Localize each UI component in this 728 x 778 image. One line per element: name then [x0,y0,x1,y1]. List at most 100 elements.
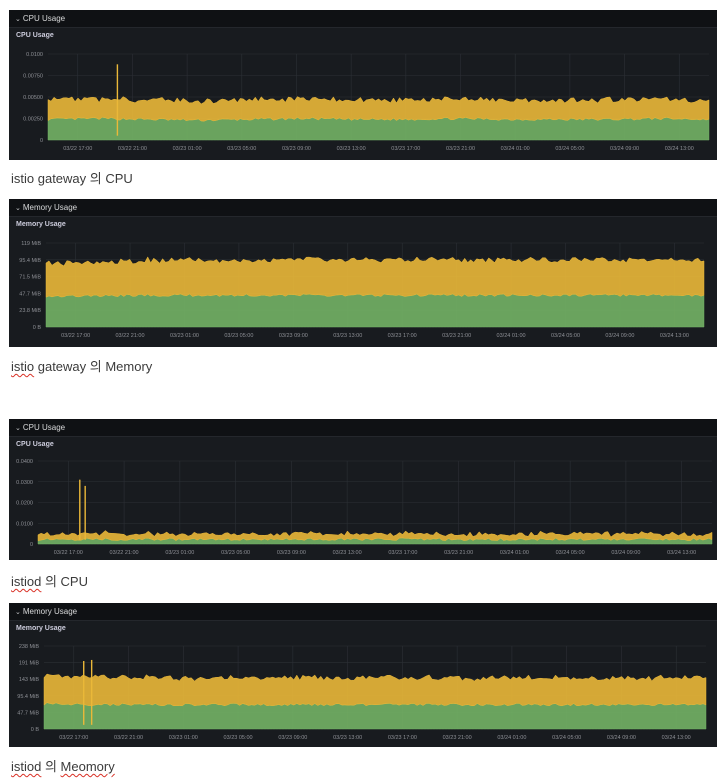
x-tick-label: 03/23 05:00 [221,550,250,556]
panel-istiod-cpu: ⌄ CPU Usage CPU Usage 0 0.0100 0.0200 0.0300… [9,419,717,560]
x-tick-label: 03/23 21:00 [446,146,475,152]
caption-istiod-memory: istiod 의 Meomory [11,756,115,775]
chart-gateway-cpu: 0 0.00250 0.00500 0.00750 0.0100 03/22 17:00 0… [23,52,710,152]
x-tick-label: 03/23 17:00 [388,550,417,556]
series-area-1 [47,96,710,122]
x-tick-label: 03/23 21:00 [444,550,473,556]
x-tick-label: 03/24 09:00 [610,146,639,152]
x-tick-label: 03/24 09:00 [607,735,636,741]
y-tick-label: 71.5 MiB [19,275,41,281]
x-tick-label: 03/22 21:00 [114,735,143,741]
y-tick-label: 238 MiB [19,644,40,650]
panel-header-label: Memory Usage [22,607,78,616]
x-tick-label: 03/23 13:00 [333,550,362,556]
y-tick-label: 0.00250 [23,117,43,123]
x-tick-label: 03/22 21:00 [116,333,145,339]
x-tick-label: 03/23 17:00 [388,333,417,339]
x-tick-label: 03/24 05:00 [556,550,585,556]
panel-header[interactable]: ⌄ CPU Usage [9,419,717,437]
caption-gateway-cpu: istio gateway 의 CPU [11,168,133,187]
y-tick-label: 191 MiB [19,661,40,667]
x-tick-label: 03/23 13:00 [333,333,362,339]
x-tick-label: 03/24 09:00 [605,333,634,339]
x-tick-label: 03/23 01:00 [165,550,194,556]
x-tick-label: 03/23 21:00 [442,333,471,339]
x-tick-label: 03/24 05:00 [552,735,581,741]
y-tick-label: 0.0300 [16,480,33,486]
series-area-0 [45,293,705,328]
caption-text: istiod [11,574,42,589]
x-tick-label: 03/23 13:00 [333,735,362,741]
caption-text: gateway 의 Memory [34,359,153,374]
panel-header-label: CPU Usage [22,423,66,432]
x-tick-label: 03/23 01:00 [170,333,199,339]
x-tick-label: 03/24 13:00 [662,735,691,741]
chart-gateway-memory: 0 B 23.8 MiB 47.7 MiB 71.5 MiB 95.4 MiB 119 M… [19,241,705,339]
caption-text: istiod [11,759,42,774]
panel-gateway-cpu: ⌄ CPU Usage CPU Usage 0 0.00250 0.00500 0.00… [9,10,717,160]
series-area-1 [45,256,705,298]
panel-header-label: Memory Usage [22,203,78,212]
y-tick-label: 119 MiB [21,241,41,247]
caption-text: istio gateway 의 CPU [11,171,133,186]
x-tick-label: 03/22 17:00 [63,146,92,152]
y-tick-label: 95.4 MiB [17,694,39,700]
y-tick-label: 0.0100 [26,52,43,58]
y-tick-label: 0.00500 [23,95,43,101]
series-area-0 [47,117,710,141]
caption-text: Meomory [60,759,115,774]
y-tick-label: 0 [40,138,43,144]
chart-istiod-cpu: 0 0.0100 0.0200 0.0300 0.0400 03/22 17:00 03/2… [16,459,713,556]
chevron-down-icon[interactable]: ⌄ [15,205,21,212]
x-tick-label: 03/24 05:00 [551,333,580,339]
x-tick-label: 03/23 01:00 [169,735,198,741]
caption-istiod-cpu: istiod 의 CPU [11,571,88,590]
series-area-1 [37,530,713,542]
x-tick-label: 03/23 05:00 [224,333,253,339]
x-tick-label: 03/23 17:00 [391,146,420,152]
x-tick-label: 03/23 13:00 [337,146,366,152]
chevron-down-icon[interactable]: ⌄ [15,425,21,432]
caption-gateway-memory: istio gateway 의 Memory [11,356,152,375]
x-tick-label: 03/23 09:00 [279,333,308,339]
y-tick-label: 95.4 MiB [19,258,41,264]
x-tick-label: 03/23 09:00 [282,146,311,152]
caption-text: istio [11,359,35,374]
x-tick-label: 03/24 01:00 [497,735,526,741]
panel-header-label: CPU Usage [22,14,66,23]
panel-header[interactable]: ⌄ Memory Usage [9,199,717,217]
x-tick-label: 03/24 01:00 [497,333,526,339]
y-tick-label: 47.7 MiB [19,291,41,297]
y-tick-label: 0.0100 [16,521,33,527]
x-tick-label: 03/22 17:00 [54,550,83,556]
y-tick-label: 0 B [31,727,40,733]
y-tick-label: 47.7 MiB [17,710,39,716]
caption-text: 의 CPU [41,574,88,589]
x-tick-label: 03/22 21:00 [110,550,139,556]
x-tick-label: 03/22 17:00 [59,735,88,741]
x-tick-label: 03/24 13:00 [660,333,689,339]
x-tick-label: 03/23 17:00 [388,735,417,741]
x-tick-label: 03/24 01:00 [500,550,529,556]
panel-istiod-memory: ⌄ Memory Usage Memory Usage 0 B 47.7 MiB 95… [9,603,717,747]
chevron-down-icon[interactable]: ⌄ [15,16,21,23]
x-tick-label: 03/23 09:00 [278,735,307,741]
x-tick-label: 03/23 05:00 [227,146,256,152]
x-tick-label: 03/23 21:00 [443,735,472,741]
x-tick-label: 03/24 05:00 [555,146,584,152]
y-tick-label: 0 [30,542,33,548]
y-tick-label: 0.00750 [23,74,43,80]
panel-header[interactable]: ⌄ Memory Usage [9,603,717,621]
x-tick-label: 03/22 21:00 [118,146,147,152]
y-tick-label: 0.0400 [16,459,33,465]
panel-title: Memory Usage [16,625,66,632]
y-tick-label: 143 MiB [19,677,40,683]
chart-istiod-memory: 0 B 47.7 MiB 95.4 MiB 143 MiB 191 MiB 238 MiB… [17,644,707,741]
y-tick-label: 0 B [33,325,42,331]
chevron-down-icon[interactable]: ⌄ [15,609,21,616]
x-tick-label: 03/24 09:00 [611,550,640,556]
x-tick-label: 03/23 05:00 [224,735,253,741]
x-tick-label: 03/23 01:00 [173,146,202,152]
panel-header[interactable]: ⌄ CPU Usage [9,10,717,28]
y-tick-label: 0.0200 [16,501,33,507]
